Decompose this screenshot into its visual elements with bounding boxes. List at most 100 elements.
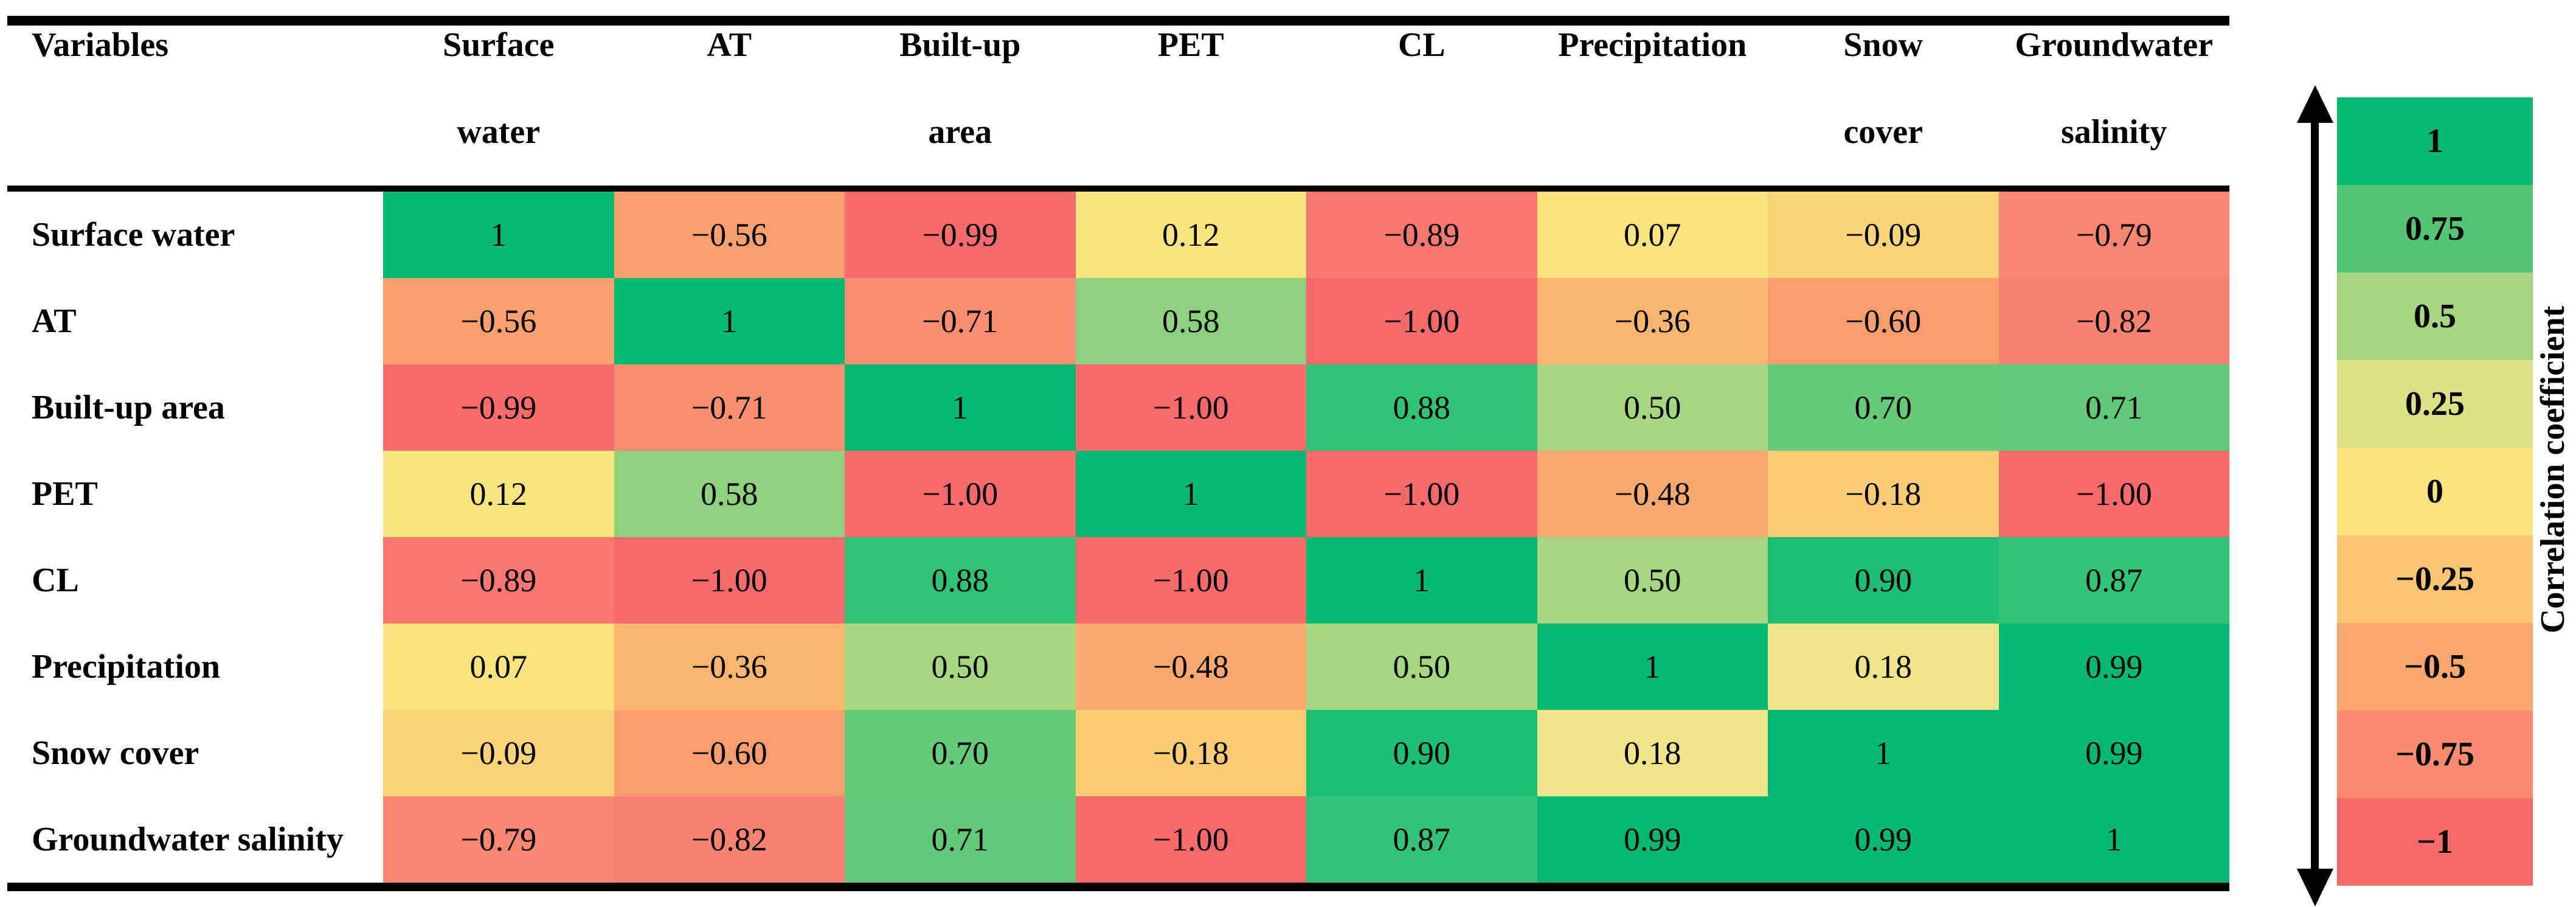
matrix-cell: 0.07 bbox=[383, 624, 614, 710]
matrix-cell: 0.50 bbox=[845, 624, 1076, 710]
matrix-cell: 1 bbox=[1306, 537, 1537, 624]
matrix-cell: −1.00 bbox=[845, 451, 1076, 537]
matrix-cell: −0.99 bbox=[383, 364, 614, 451]
matrix-cell: 0.58 bbox=[614, 451, 845, 537]
matrix-cell: 0.50 bbox=[1537, 537, 1768, 624]
matrix-cell: −0.36 bbox=[614, 624, 845, 710]
matrix-cell: 0.99 bbox=[1998, 624, 2229, 710]
matrix-cell: 0.71 bbox=[1998, 364, 2229, 451]
variables-header: Variables bbox=[32, 26, 169, 64]
matrix-cell: −0.99 bbox=[845, 192, 1076, 278]
matrix-cell: 0.50 bbox=[1537, 364, 1768, 451]
matrix-cell: −0.09 bbox=[1768, 192, 1999, 278]
matrix-cell: −1.00 bbox=[1075, 796, 1306, 883]
matrix-cell: −0.60 bbox=[614, 710, 845, 796]
matrix-cell: 0.90 bbox=[1768, 537, 1999, 624]
matrix-cell: −0.89 bbox=[1306, 192, 1537, 278]
table-header-separator bbox=[7, 186, 2229, 192]
matrix-cell: 0.18 bbox=[1768, 624, 1999, 710]
matrix-cell: 1 bbox=[1998, 796, 2229, 883]
column-header-line: Built-up bbox=[899, 26, 1021, 64]
column-header: AT bbox=[614, 26, 845, 186]
matrix-cell: 0.99 bbox=[1537, 796, 1768, 883]
row-label: CL bbox=[7, 537, 383, 624]
matrix-cell: 1 bbox=[383, 192, 614, 278]
matrix-cell: 1 bbox=[1768, 710, 1999, 796]
arrow-down-icon bbox=[2297, 869, 2333, 906]
legend-swatch: 0.5 bbox=[2337, 273, 2533, 360]
matrix-cell: −0.18 bbox=[1768, 451, 1999, 537]
column-header-line: Precipitation bbox=[1558, 26, 1747, 64]
matrix-cell: 0.70 bbox=[1768, 364, 1999, 451]
matrix-cell: −0.79 bbox=[1998, 192, 2229, 278]
legend-swatch: −0.75 bbox=[2337, 711, 2533, 798]
matrix-cell: 0.99 bbox=[1768, 796, 1999, 883]
column-header-line: salinity bbox=[2061, 113, 2167, 151]
matrix-cell: −0.48 bbox=[1537, 451, 1768, 537]
column-header-line: AT bbox=[707, 26, 752, 64]
matrix-cell: 1 bbox=[614, 278, 845, 364]
matrix-cell: −1.00 bbox=[1998, 451, 2229, 537]
matrix-cell: −0.82 bbox=[614, 796, 845, 883]
matrix-cell: −0.60 bbox=[1768, 278, 1999, 364]
row-label: AT bbox=[7, 278, 383, 364]
legend-swatch: 1 bbox=[2337, 97, 2533, 185]
matrix-cell: −0.79 bbox=[383, 796, 614, 883]
matrix-cell: 0.58 bbox=[1075, 278, 1306, 364]
matrix-cell: 1 bbox=[1537, 624, 1768, 710]
matrix-cell: 0.07 bbox=[1537, 192, 1768, 278]
column-header-line: area bbox=[928, 113, 992, 151]
column-header-line: Snow bbox=[1843, 26, 1923, 64]
column-header: Snow cover bbox=[1768, 26, 1999, 186]
row-label: PET bbox=[7, 451, 383, 537]
arrow-up-icon bbox=[2297, 85, 2333, 123]
legend-swatch: 0.25 bbox=[2337, 360, 2533, 448]
matrix-cell: 0.88 bbox=[845, 537, 1076, 624]
matrix-cell: 0.99 bbox=[1998, 710, 2229, 796]
matrix-cell: 0.88 bbox=[1306, 364, 1537, 451]
matrix-cell: 0.70 bbox=[845, 710, 1076, 796]
column-header: Built-up area bbox=[845, 26, 1076, 186]
matrix-cell: 0.12 bbox=[383, 451, 614, 537]
column-header-line: water bbox=[457, 113, 541, 151]
matrix-cell: −1.00 bbox=[1306, 278, 1537, 364]
matrix-cell: −1.00 bbox=[1306, 451, 1537, 537]
legend-swatch: 0 bbox=[2337, 448, 2533, 535]
row-label: Surface water bbox=[7, 192, 383, 278]
legend-swatch: −0.5 bbox=[2337, 623, 2533, 711]
matrix-cell: 1 bbox=[1075, 451, 1306, 537]
matrix-cell: 1 bbox=[845, 364, 1076, 451]
matrix-cell: 0.87 bbox=[1306, 796, 1537, 883]
column-header-line: cover bbox=[1843, 113, 1923, 151]
matrix-cell: −0.56 bbox=[383, 278, 614, 364]
vertical-double-arrow-icon bbox=[2311, 119, 2319, 872]
matrix-cell: 0.18 bbox=[1537, 710, 1768, 796]
matrix-cell: 0.90 bbox=[1306, 710, 1537, 796]
legend-swatch: 0.75 bbox=[2337, 185, 2533, 273]
matrix-cell: −1.00 bbox=[1075, 364, 1306, 451]
legend-swatch: −1 bbox=[2337, 798, 2533, 886]
column-header: Groundwater salinity bbox=[1999, 26, 2230, 186]
matrix-cell: 0.87 bbox=[1998, 537, 2229, 624]
table-body: Surface water 1 −0.56 −0.99 0.12 −0.89 0.07 −0.… bbox=[7, 192, 2229, 883]
table-header-row: Variables Surface water AT Built-up area PET C… bbox=[7, 26, 2229, 186]
correlation-table: Variables Surface water AT Built-up area PET C… bbox=[7, 16, 2229, 891]
matrix-cell: −0.82 bbox=[1998, 278, 2229, 364]
row-label: Groundwater salinity bbox=[7, 796, 383, 883]
column-header: PET bbox=[1076, 26, 1307, 186]
row-label: Precipitation bbox=[7, 624, 383, 710]
matrix-cell: 0.50 bbox=[1306, 624, 1537, 710]
matrix-cell: −0.09 bbox=[383, 710, 614, 796]
column-header-line: CL bbox=[1397, 26, 1446, 64]
matrix-cell: 0.12 bbox=[1075, 192, 1306, 278]
column-header-line: Groundwater bbox=[2015, 26, 2214, 64]
matrix-cell: −0.18 bbox=[1075, 710, 1306, 796]
column-header: Precipitation bbox=[1537, 26, 1768, 186]
matrix-cell: −0.89 bbox=[383, 537, 614, 624]
colorbar-axis-label: Correlation coefficient bbox=[2534, 305, 2572, 634]
matrix-cell: −0.48 bbox=[1075, 624, 1306, 710]
matrix-cell: −0.36 bbox=[1537, 278, 1768, 364]
matrix-cell: 0.71 bbox=[845, 796, 1076, 883]
matrix-cell: −1.00 bbox=[1075, 537, 1306, 624]
